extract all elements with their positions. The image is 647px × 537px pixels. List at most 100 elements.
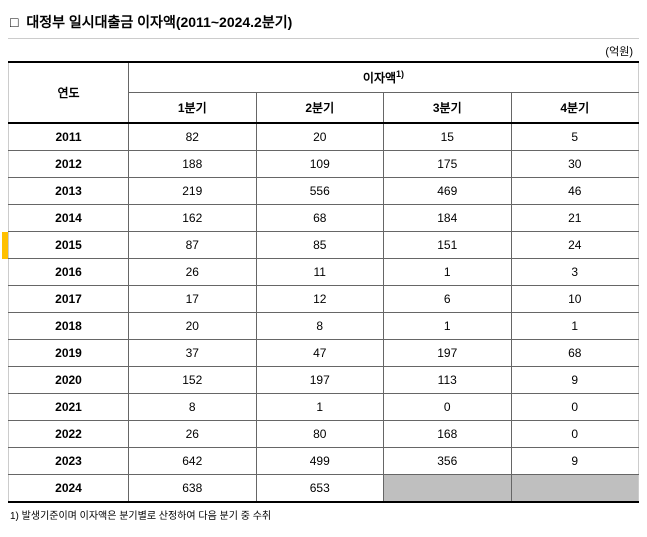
table-row: 201820811 [9, 313, 639, 340]
cell-q2: 68 [256, 205, 384, 232]
cell-q1: 82 [129, 123, 257, 151]
cell-q2: 20 [256, 123, 384, 151]
row-year: 2023 [9, 448, 129, 475]
cell-q4: 1 [511, 313, 639, 340]
cell-q3: 6 [384, 286, 512, 313]
cell-q2: 499 [256, 448, 384, 475]
row-year: 2021 [9, 394, 129, 421]
table-body: 2011822015520121881091753020132195564694… [9, 123, 639, 502]
cell-q1: 26 [129, 259, 257, 286]
row-year: 2019 [9, 340, 129, 367]
footnote: 1) 발생기준이며 이자액은 분기별로 산정하여 다음 분기 중 수취 [8, 503, 639, 522]
cell-q3: 1 [384, 313, 512, 340]
cell-q3: 356 [384, 448, 512, 475]
table-row: 201321955646946 [9, 178, 639, 205]
cell-q2: 85 [256, 232, 384, 259]
cell-q4: 9 [511, 367, 639, 394]
cell-q4: 68 [511, 340, 639, 367]
cell-q2: 8 [256, 313, 384, 340]
cell-q3: 0 [384, 394, 512, 421]
cell-q4: 30 [511, 151, 639, 178]
cell-q2: 1 [256, 394, 384, 421]
cell-q3: 175 [384, 151, 512, 178]
cell-q2: 11 [256, 259, 384, 286]
row-year: 2011 [9, 123, 129, 151]
cell-q2: 80 [256, 421, 384, 448]
cell-q3: 15 [384, 123, 512, 151]
cell-q1: 8 [129, 394, 257, 421]
table-row: 20171712610 [9, 286, 639, 313]
cell-q4 [511, 475, 639, 503]
table-row: 2016261113 [9, 259, 639, 286]
title-bullet: □ [10, 14, 18, 30]
row-year: 2013 [9, 178, 129, 205]
col-header-q4: 4분기 [511, 93, 639, 124]
page-wrap: □ 대정부 일시대출금 이자액(2011~2024.2분기) (억원) 연도 이… [8, 8, 639, 522]
cell-q4: 9 [511, 448, 639, 475]
table-row: 20236424993569 [9, 448, 639, 475]
cell-q4: 21 [511, 205, 639, 232]
row-year: 2020 [9, 367, 129, 394]
cell-q2: 109 [256, 151, 384, 178]
row-year: 2022 [9, 421, 129, 448]
table-row: 20118220155 [9, 123, 639, 151]
cell-q3: 197 [384, 340, 512, 367]
cell-q4: 3 [511, 259, 639, 286]
cell-q1: 26 [129, 421, 257, 448]
unit-label: (억원) [8, 39, 639, 61]
table-row: 202226801680 [9, 421, 639, 448]
cell-q3: 168 [384, 421, 512, 448]
interest-table: 연도 이자액1) 1분기 2분기 3분기 4분기 201182201552012… [8, 61, 639, 503]
cell-q2: 653 [256, 475, 384, 503]
cell-q4: 5 [511, 123, 639, 151]
col-header-q1: 1분기 [129, 93, 257, 124]
cell-q2: 556 [256, 178, 384, 205]
cell-q3 [384, 475, 512, 503]
table-row: 2015878515124 [9, 232, 639, 259]
cell-q1: 642 [129, 448, 257, 475]
cell-q1: 152 [129, 367, 257, 394]
col-header-year: 연도 [9, 62, 129, 123]
cell-q3: 151 [384, 232, 512, 259]
cell-q3: 469 [384, 178, 512, 205]
cell-q4: 24 [511, 232, 639, 259]
cell-q1: 17 [129, 286, 257, 313]
row-year: 2015 [9, 232, 129, 259]
row-year: 2014 [9, 205, 129, 232]
cell-q4: 10 [511, 286, 639, 313]
row-year: 2017 [9, 286, 129, 313]
cell-q4: 0 [511, 421, 639, 448]
table-row: 20141626818421 [9, 205, 639, 232]
row-year: 2016 [9, 259, 129, 286]
row-year: 2018 [9, 313, 129, 340]
page-title: 대정부 일시대출금 이자액(2011~2024.2분기) [26, 14, 292, 30]
cell-q1: 219 [129, 178, 257, 205]
col-header-interest-sup: 1) [396, 69, 404, 79]
table-row: 2024638653 [9, 475, 639, 503]
title-row: □ 대정부 일시대출금 이자액(2011~2024.2분기) [8, 8, 639, 39]
row-year: 2024 [9, 475, 129, 503]
col-header-q2: 2분기 [256, 93, 384, 124]
row-highlight-marker [2, 232, 8, 259]
table-row: 201218810917530 [9, 151, 639, 178]
cell-q1: 188 [129, 151, 257, 178]
cell-q4: 46 [511, 178, 639, 205]
table-row: 20201521971139 [9, 367, 639, 394]
col-header-q3: 3분기 [384, 93, 512, 124]
row-year: 2012 [9, 151, 129, 178]
table-row: 2019374719768 [9, 340, 639, 367]
col-header-interest: 이자액1) [129, 62, 639, 93]
cell-q2: 12 [256, 286, 384, 313]
cell-q3: 113 [384, 367, 512, 394]
cell-q3: 184 [384, 205, 512, 232]
col-header-interest-text: 이자액 [363, 71, 396, 85]
cell-q1: 87 [129, 232, 257, 259]
cell-q2: 47 [256, 340, 384, 367]
cell-q1: 162 [129, 205, 257, 232]
cell-q3: 1 [384, 259, 512, 286]
cell-q1: 638 [129, 475, 257, 503]
cell-q4: 0 [511, 394, 639, 421]
cell-q2: 197 [256, 367, 384, 394]
table-row: 20218100 [9, 394, 639, 421]
cell-q1: 20 [129, 313, 257, 340]
